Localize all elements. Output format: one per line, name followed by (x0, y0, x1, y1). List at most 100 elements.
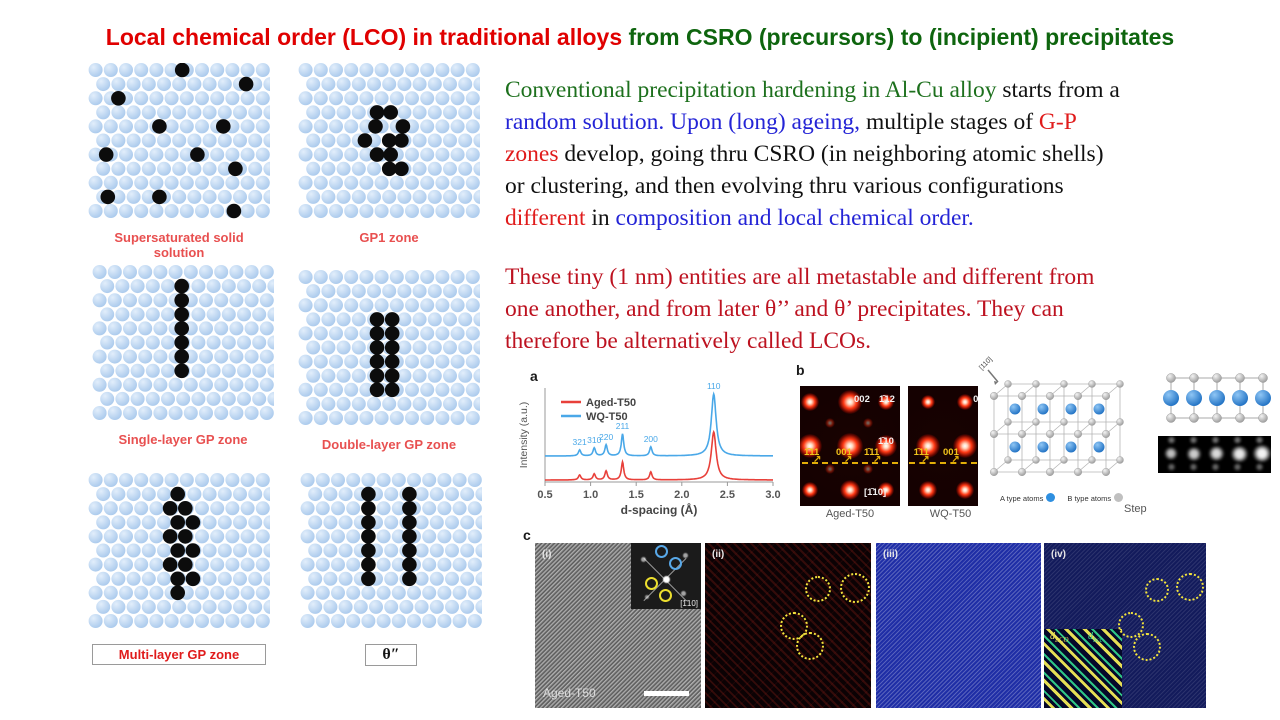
stem-blob (1211, 463, 1220, 471)
lattice-panel-3: Single-layer GP zone (92, 265, 282, 447)
reflection-label: 1̄11 (913, 447, 929, 459)
lattice-panel-2: GP1 zone (298, 63, 488, 245)
text-segment: G-P (1038, 109, 1077, 135)
subpanel-tag-i: (i) (542, 549, 552, 560)
fft-circle-yellow (659, 589, 672, 602)
lco-circle (1176, 573, 1204, 601)
diffraction-spot (920, 394, 935, 409)
diffraction-spot-faint (863, 463, 873, 474)
text-line: random solution. Upon (long) ageing, mul… (505, 106, 1265, 138)
svg-text:Aged-T50: Aged-T50 (586, 397, 636, 409)
text-line: one another, and from later θ’’ and θ’ p… (505, 293, 1265, 325)
stem-blob (1252, 445, 1271, 462)
lattice-matrix (298, 270, 488, 425)
fft-circle-yellow (645, 577, 658, 590)
arrow-icon: ↗ (921, 454, 930, 466)
lco-circle (840, 573, 870, 603)
arrow-icon: ↗ (813, 454, 822, 466)
svg-text:310: 310 (587, 435, 601, 445)
svg-text:200: 200 (644, 434, 658, 444)
step-label: Step (1124, 503, 1147, 515)
reflection-label: [1̄10] (864, 486, 887, 498)
diffraction-spot (802, 482, 818, 499)
diffraction-spot (875, 435, 897, 457)
text-segment: from CSRO (precursors) to (incipient) pr… (622, 24, 1175, 50)
lattice-matrix (88, 62, 278, 219)
svg-text:d-spacing (Å): d-spacing (Å) (621, 502, 698, 517)
lattice-label: Multi-layer GP zone (91, 644, 267, 665)
text-segment: develop, going thru CSRO (in neighboring… (558, 141, 1104, 167)
stem-image-ii: (ii) (705, 543, 871, 708)
stem-image-i: (i) [1̄10] Aged-T50 (535, 543, 701, 708)
lattice-label: GP1 zone (359, 230, 419, 245)
text-segment: different (505, 205, 586, 231)
stem-blob (1167, 463, 1176, 471)
fft-spot (641, 557, 646, 562)
stem-blob (1255, 463, 1264, 471)
lattice-matrix (298, 63, 488, 218)
svg-text:321: 321 (573, 437, 587, 447)
text-segment: zones (505, 141, 559, 167)
stem-caption: Aged-T50 (543, 686, 596, 700)
stem-blob (1164, 447, 1178, 460)
scale-bar (644, 691, 689, 696)
svg-text:WQ-T50: WQ-T50 (586, 411, 628, 423)
arrow-icon: ↗ (844, 454, 853, 466)
subpanel-tag-iii: (iii) (883, 549, 898, 560)
panel-c-tag: c (523, 527, 531, 543)
dashed-guide-line (802, 461, 898, 464)
stem-blob (1186, 446, 1202, 461)
reflection-label: 1̄10 (878, 436, 894, 448)
lattice-label-wrap: Multi-layer GP zone (88, 644, 270, 665)
text-segment: one another, and from later θ’’ and θ’ p… (505, 296, 1064, 322)
svg-text:Intensity (a.u.): Intensity (a.u.) (518, 402, 530, 469)
svg-text:[110]: [110] (978, 356, 994, 372)
lattice-panel-4: Double-layer GP zone (298, 270, 488, 452)
lattice-label: Supersaturated solid solution (114, 230, 244, 260)
slide-title: Local chemical order (LCO) in traditiona… (0, 24, 1280, 51)
fft-circle-blue (655, 545, 668, 558)
atom-row-diagram (1163, 373, 1271, 423)
legend-item: A type atoms (1000, 493, 1056, 503)
crystal-structure: [110] (978, 356, 1124, 476)
reflection-label: 002 (854, 394, 870, 406)
text-line: different in composition and local chemi… (505, 202, 1265, 234)
text-segment: Conventional precipitation hardening in … (505, 77, 997, 103)
lattice-matrix (88, 473, 278, 628)
text-line: zones develop, going thru CSRO (in neigh… (505, 138, 1265, 170)
lattice-panel-5: Multi-layer GP zone (88, 473, 278, 665)
lattice-label: θ″ (365, 644, 417, 666)
subpanel-tag-ii: (ii) (712, 549, 725, 560)
fft-spot (645, 595, 649, 599)
reflection-label: 001 (836, 447, 852, 459)
stem-blob (1255, 436, 1264, 444)
stem-blob (1233, 436, 1242, 444)
diffraction-spot (838, 389, 862, 414)
legend-item: B type atoms (1067, 493, 1124, 503)
stem-intensity-strip (1158, 436, 1271, 473)
arrow-icon: ↗ (951, 454, 960, 466)
lco-circle (1118, 612, 1144, 638)
fft-circle-blue (669, 557, 682, 570)
lattice-panel-6: θ″ (300, 473, 490, 666)
svg-text:1.5: 1.5 (629, 489, 644, 501)
lattice-panel-1: Supersaturated solid solution (88, 62, 278, 260)
diffraction-spot (915, 434, 940, 458)
reflection-label: 1̄11 (804, 447, 820, 459)
text-line: Conventional precipitation hardening in … (505, 74, 1265, 106)
legend-atom-icon (1046, 493, 1056, 502)
diffraction-spot-faint (863, 418, 873, 429)
diffraction-spot (801, 392, 819, 411)
subpanel-tag-iv: (iv) (1051, 549, 1066, 560)
fft-spot (663, 576, 670, 583)
stem-blob (1189, 436, 1198, 444)
lattice-label: Double-layer GP zone (321, 437, 457, 452)
svg-text:2.5: 2.5 (720, 489, 735, 501)
stem-blob (1230, 445, 1249, 462)
caption-wq-t50: WQ-T50 (929, 508, 972, 520)
diffraction-spot (800, 434, 822, 458)
lco-circle (1145, 578, 1169, 602)
stem-blob (1189, 463, 1198, 471)
lattice-matrix (300, 473, 490, 628)
paragraph-1: Conventional precipitation hardening in … (505, 74, 1265, 234)
